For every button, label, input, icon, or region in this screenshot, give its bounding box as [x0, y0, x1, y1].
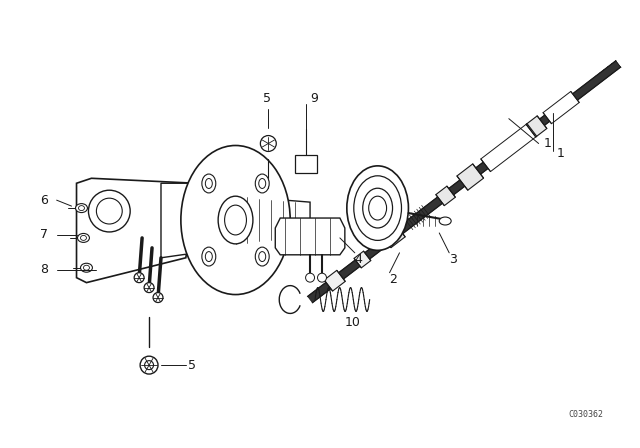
- Text: 5: 5: [263, 92, 271, 105]
- Polygon shape: [354, 251, 371, 268]
- Ellipse shape: [317, 273, 326, 282]
- Text: 9: 9: [310, 92, 318, 105]
- Ellipse shape: [76, 204, 88, 212]
- Text: 3: 3: [449, 253, 457, 266]
- Polygon shape: [526, 116, 547, 137]
- Polygon shape: [543, 91, 579, 124]
- Ellipse shape: [439, 217, 451, 225]
- Text: C030362: C030362: [568, 410, 604, 419]
- Ellipse shape: [255, 174, 269, 193]
- Ellipse shape: [202, 247, 216, 266]
- Ellipse shape: [259, 252, 266, 262]
- Polygon shape: [275, 218, 345, 255]
- Polygon shape: [457, 164, 484, 190]
- Ellipse shape: [305, 273, 314, 282]
- Ellipse shape: [97, 198, 122, 224]
- Ellipse shape: [354, 176, 401, 241]
- Ellipse shape: [363, 188, 392, 228]
- Ellipse shape: [205, 252, 212, 262]
- Ellipse shape: [79, 206, 84, 211]
- Ellipse shape: [144, 283, 154, 293]
- Ellipse shape: [134, 273, 144, 283]
- Bar: [295, 155, 317, 173]
- Ellipse shape: [202, 174, 216, 193]
- Text: 1: 1: [543, 137, 552, 150]
- Ellipse shape: [181, 146, 290, 294]
- Ellipse shape: [83, 265, 90, 270]
- Ellipse shape: [260, 136, 276, 151]
- Polygon shape: [308, 61, 621, 303]
- Polygon shape: [77, 178, 196, 283]
- Ellipse shape: [81, 263, 92, 272]
- Ellipse shape: [218, 196, 253, 244]
- Text: 7: 7: [40, 228, 48, 241]
- Ellipse shape: [225, 205, 246, 235]
- Text: 8: 8: [40, 263, 48, 276]
- Polygon shape: [381, 224, 405, 248]
- Text: 6: 6: [40, 194, 47, 207]
- Ellipse shape: [369, 196, 387, 220]
- Text: 2: 2: [390, 273, 397, 286]
- Ellipse shape: [347, 166, 408, 250]
- Text: 10: 10: [345, 316, 361, 329]
- Ellipse shape: [153, 293, 163, 302]
- Ellipse shape: [88, 190, 130, 232]
- Ellipse shape: [140, 356, 158, 374]
- Ellipse shape: [77, 233, 90, 242]
- Polygon shape: [324, 270, 345, 291]
- Polygon shape: [481, 124, 537, 172]
- Text: 5: 5: [188, 358, 196, 372]
- Text: 4: 4: [355, 253, 363, 266]
- Ellipse shape: [259, 178, 266, 189]
- Ellipse shape: [255, 247, 269, 266]
- Polygon shape: [236, 196, 310, 244]
- Polygon shape: [436, 186, 456, 206]
- Ellipse shape: [81, 236, 86, 241]
- Polygon shape: [161, 183, 196, 258]
- Text: 1: 1: [557, 147, 564, 160]
- Ellipse shape: [145, 361, 154, 370]
- Ellipse shape: [205, 178, 212, 189]
